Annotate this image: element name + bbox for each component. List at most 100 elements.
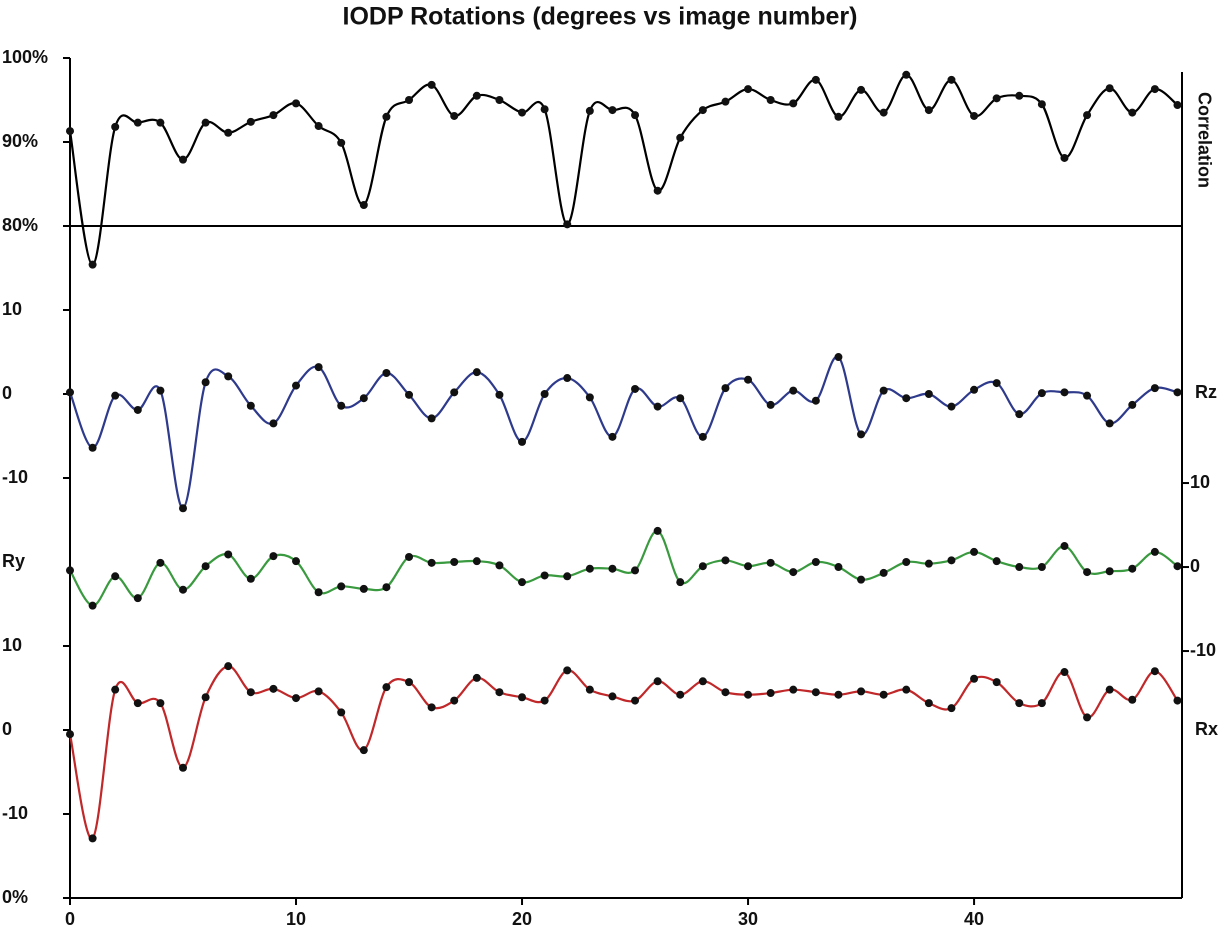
y-tick-label: -10 [1190,640,1216,660]
data-point [1037,389,1046,398]
data-point [766,400,775,409]
data-point [427,414,436,423]
data-point [585,685,594,694]
data-point [698,562,707,571]
data-point [156,386,165,395]
data-point [156,699,165,708]
data-point [1128,695,1137,704]
data-point [540,571,549,580]
data-point [495,688,504,697]
data-point [540,390,549,398]
data-point [1037,699,1046,708]
data-point [924,106,933,115]
data-point [382,583,391,592]
data-point [111,572,120,581]
data-point [269,684,278,693]
data-point [450,558,459,566]
data-point [1083,111,1092,120]
data-point [133,594,142,603]
data-point [1173,101,1182,110]
data-point [744,85,753,94]
data-point [66,388,74,397]
data-point [269,419,278,428]
data-point [744,562,753,571]
data-point [608,106,617,115]
data-point [359,201,368,209]
data-point [359,584,368,593]
data-point [1037,100,1046,109]
data-point [133,118,142,127]
data-point [518,108,527,117]
data-point [292,381,301,390]
data-point [246,688,255,697]
data-point [337,138,346,147]
data-point [540,696,549,705]
data-point [156,118,165,127]
data-point [879,690,888,699]
data-point [879,568,888,577]
data-point [947,402,956,411]
data-point [1173,562,1182,571]
data-point [450,696,459,705]
data-point [314,363,323,372]
data-point [766,558,775,567]
data-point [495,390,504,399]
y-tick-label: 100% [2,47,48,67]
data-point [269,111,278,120]
data-point [970,674,979,683]
data-point [811,558,820,566]
data-point [902,558,911,566]
data-point [608,564,617,573]
data-point [744,690,753,699]
data-point [427,703,436,712]
data-point [66,566,74,575]
data-point [88,834,97,843]
data-point [744,375,753,384]
data-point [246,117,255,126]
data-point [970,547,979,556]
data-point [1015,410,1024,419]
data-point [1128,400,1137,409]
data-point [879,108,888,117]
data-point [224,372,233,381]
data-point [111,122,120,131]
series-label: Rz [1195,382,1217,402]
data-point [585,106,594,115]
data-point [721,384,730,393]
data-point [992,379,1001,388]
y-tick-label: -10 [2,467,28,487]
data-point [811,688,820,697]
data-point [427,558,436,567]
data-point [676,690,685,699]
data-point [201,562,210,571]
data-point [1150,384,1159,393]
data-point [970,385,979,394]
data-point [1037,563,1046,572]
data-point [292,99,301,108]
data-point [540,105,549,114]
data-point [789,99,798,108]
y-tick-label: 80% [2,215,38,235]
data-point [992,94,1001,103]
data-point [405,96,414,104]
data-point [1083,568,1092,577]
data-point [721,97,730,106]
data-point [811,396,820,405]
data-point [224,662,233,671]
data-point [1083,391,1092,400]
data-point [631,384,640,393]
x-tick-label: 30 [738,909,758,929]
data-point [246,401,255,410]
data-point [1015,563,1024,572]
data-point [518,693,527,702]
data-point [133,405,142,414]
data-point [405,678,414,687]
data-point [179,155,188,164]
data-point [902,70,911,79]
data-point [1150,547,1159,556]
data-point [201,378,210,387]
data-point [359,746,368,755]
data-point [653,526,662,535]
data-point [1105,419,1114,428]
